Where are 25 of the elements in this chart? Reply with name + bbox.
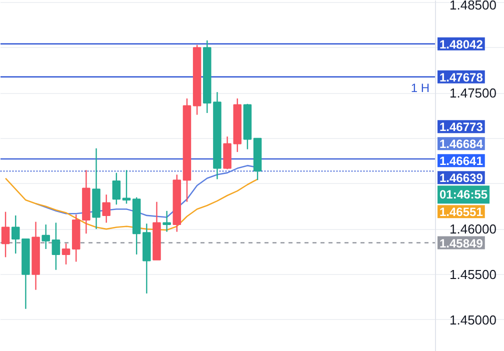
y-tick-label: 1.46000 xyxy=(450,222,496,237)
ref-line-label: 1.48042 xyxy=(440,37,484,52)
y-tick-label: 1.48500 xyxy=(450,0,496,12)
y-tick-label: 1.45000 xyxy=(450,312,496,328)
candlestick xyxy=(112,172,121,206)
annotation: 1 H xyxy=(410,80,430,95)
annotation: 1.46641 xyxy=(440,154,484,168)
y-tick-label: 1.45500 xyxy=(450,266,496,282)
candlestick xyxy=(62,242,70,266)
line-series xyxy=(4,178,258,231)
candlestick xyxy=(52,222,60,270)
ref-line-label: 1.47678 xyxy=(440,70,484,84)
candlestick xyxy=(122,170,131,204)
annotation: 01:46:55 xyxy=(440,188,488,202)
candlestick xyxy=(42,224,50,250)
ref-line-label: 1.46773 xyxy=(440,120,484,134)
candlestick xyxy=(11,214,20,254)
ref-line-label: 1.46639 xyxy=(440,171,484,186)
annotation: 1.46551 xyxy=(440,205,484,220)
candlestick xyxy=(1,211,10,258)
candlestick xyxy=(162,210,171,232)
annotation: 1.46684 xyxy=(440,137,484,152)
ref-line-label: 1.45849 xyxy=(440,236,484,250)
candlestick xyxy=(102,194,110,224)
y-tick-label: 1.47500 xyxy=(450,86,496,101)
